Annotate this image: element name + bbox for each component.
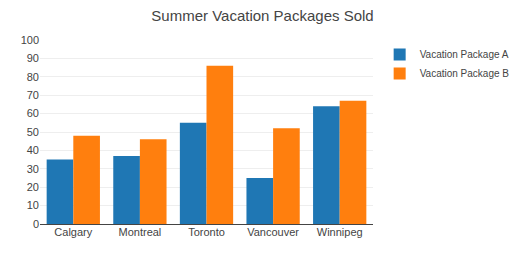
- svg-text:20: 20: [27, 181, 39, 193]
- svg-text:Vacation Package B: Vacation Package B: [420, 68, 510, 79]
- svg-text:Vacation Package A: Vacation Package A: [420, 49, 509, 60]
- svg-text:90: 90: [27, 52, 39, 64]
- svg-text:10: 10: [27, 199, 39, 211]
- svg-text:0: 0: [33, 218, 39, 230]
- svg-text:Winnipeg: Winnipeg: [317, 226, 363, 238]
- svg-text:70: 70: [27, 89, 39, 101]
- svg-text:Montreal: Montreal: [119, 226, 162, 238]
- svg-text:100: 100: [21, 34, 39, 46]
- svg-text:Vancouver: Vancouver: [247, 226, 299, 238]
- svg-text:50: 50: [27, 126, 39, 138]
- svg-text:80: 80: [27, 71, 39, 83]
- svg-text:Calgary: Calgary: [54, 226, 92, 238]
- svg-text:40: 40: [27, 144, 39, 156]
- svg-text:Summer Vacation Packages Sold: Summer Vacation Packages Sold: [151, 7, 373, 24]
- svg-text:30: 30: [27, 163, 39, 175]
- svg-text:Toronto: Toronto: [188, 226, 225, 238]
- svg-text:60: 60: [27, 107, 39, 119]
